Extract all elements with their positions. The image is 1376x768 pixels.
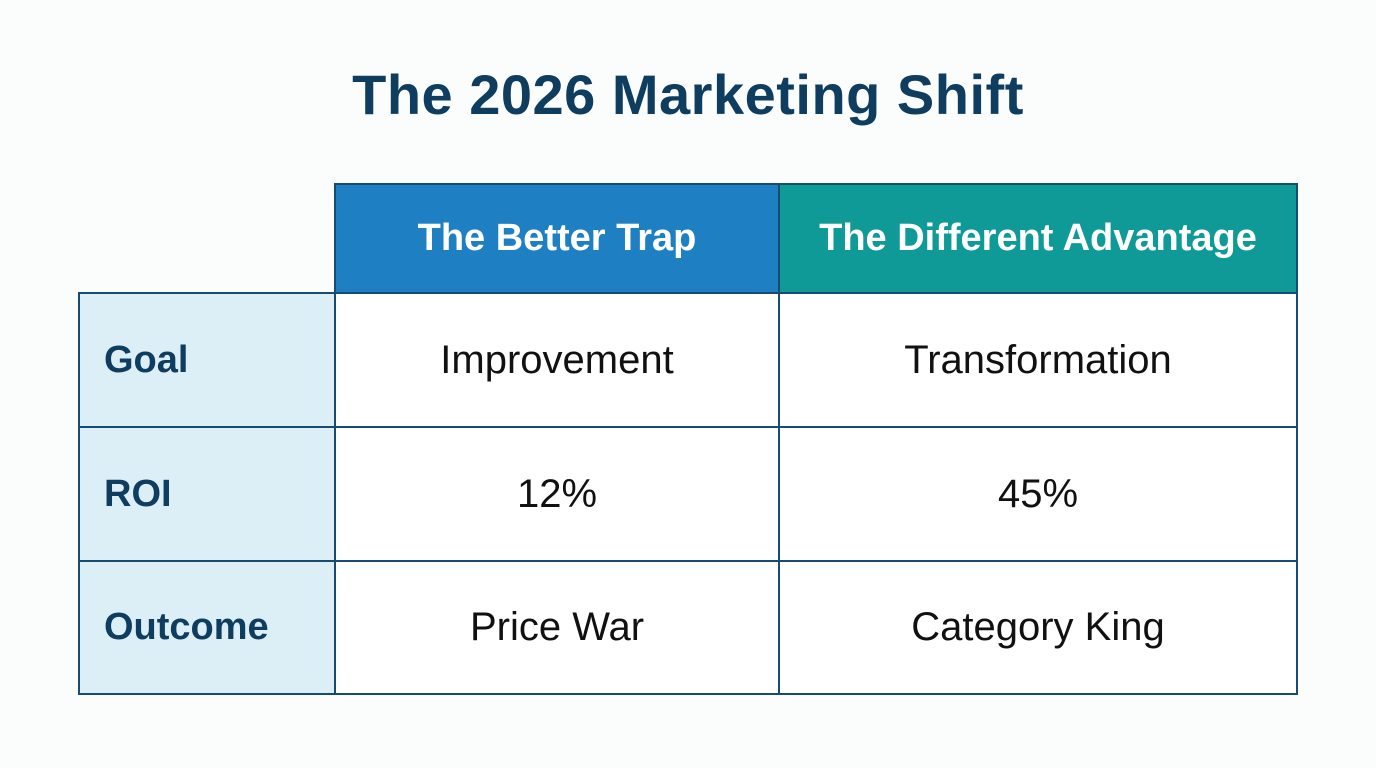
column-header-different-advantage: The Different Advantage: [778, 183, 1298, 294]
table-cell: 45%: [778, 426, 1298, 562]
table-cell: Transformation: [778, 292, 1298, 428]
column-header-better-trap: The Better Trap: [334, 183, 780, 294]
row-label-outcome: Outcome: [78, 560, 336, 695]
table-cell: Price War: [334, 560, 780, 695]
row-label-goal: Goal: [78, 292, 336, 428]
table-cell: Improvement: [334, 292, 780, 428]
page-title: The 2026 Marketing Shift: [352, 63, 1024, 126]
table-cell: 12%: [334, 426, 780, 562]
table-cell: Category King: [778, 560, 1298, 695]
row-label-roi: ROI: [78, 426, 336, 562]
